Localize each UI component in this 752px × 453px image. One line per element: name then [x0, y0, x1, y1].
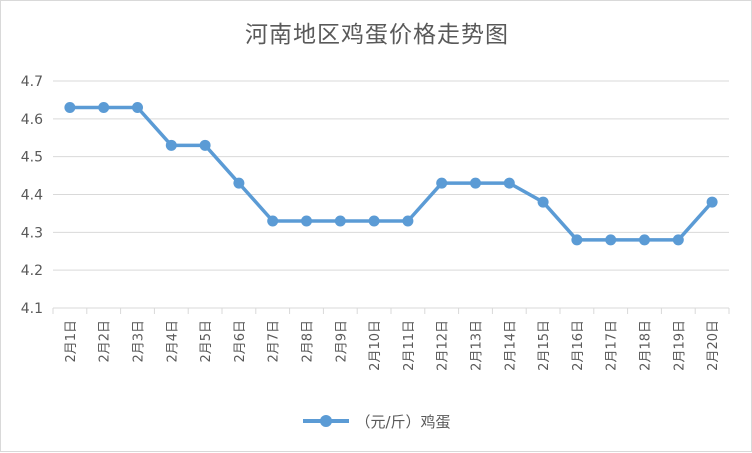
data-point — [301, 215, 312, 227]
data-point — [639, 234, 650, 246]
x-tick-label: 2月14日 — [503, 320, 518, 371]
y-tick-label: 4.7 — [21, 74, 43, 90]
data-point — [503, 177, 515, 189]
data-point — [605, 234, 617, 246]
x-tick-label: 2月2日 — [98, 320, 113, 363]
y-tick-label: 4.5 — [21, 150, 43, 166]
legend-label: （元/斤）鸡蛋 — [355, 412, 451, 431]
data-point — [267, 215, 279, 227]
x-tick-label: 2月16日 — [571, 320, 586, 371]
x-tick-label: 2月17日 — [605, 320, 620, 371]
data-point — [672, 234, 684, 246]
data-point — [132, 101, 143, 113]
data-point — [233, 177, 245, 189]
data-point — [470, 177, 481, 189]
data-point — [98, 101, 110, 113]
x-tick-label: 2月15日 — [537, 320, 552, 371]
x-tick-label: 2月5日 — [199, 320, 214, 363]
x-tick-label: 2月3日 — [132, 320, 147, 363]
data-point — [334, 215, 346, 227]
x-tick-label: 2月19日 — [672, 320, 687, 371]
legend-marker-icon — [303, 414, 350, 428]
x-tick-label: 2月6日 — [233, 320, 248, 363]
y-tick-label: 4.4 — [21, 188, 43, 204]
x-tick-label: 2月7日 — [267, 320, 282, 363]
data-point — [368, 215, 380, 227]
data-point — [199, 139, 211, 151]
data-point — [706, 196, 718, 208]
x-tick-label: 2月13日 — [470, 320, 485, 371]
x-tick-label: 2月8日 — [301, 320, 316, 363]
x-tick-label: 2月11日 — [402, 320, 417, 371]
y-tick-label: 4.2 — [21, 263, 43, 279]
x-tick-label: 2月9日 — [334, 320, 349, 363]
chart-title: 河南地区鸡蛋价格走势图 — [245, 22, 509, 48]
data-point — [436, 177, 448, 189]
series-line — [69, 105, 714, 242]
data-point — [537, 196, 549, 208]
data-point — [571, 234, 583, 246]
data-point — [64, 101, 76, 113]
x-tick-label: 2月10日 — [368, 320, 383, 371]
data-point — [402, 215, 414, 227]
x-tick-label: 2月4日 — [165, 320, 180, 363]
chart-legend: （元/斤）鸡蛋 — [1, 409, 752, 433]
y-tick-label: 4.6 — [21, 112, 43, 128]
x-tick-label: 2月1日 — [64, 320, 79, 363]
x-tick-label: 2月18日 — [639, 320, 654, 371]
data-point — [165, 139, 177, 151]
y-tick-label: 4.3 — [21, 225, 43, 241]
x-tick-label: 2月12日 — [436, 320, 451, 371]
y-tick-label: 4.1 — [21, 301, 43, 317]
x-tick-label: 2月20日 — [706, 320, 721, 371]
